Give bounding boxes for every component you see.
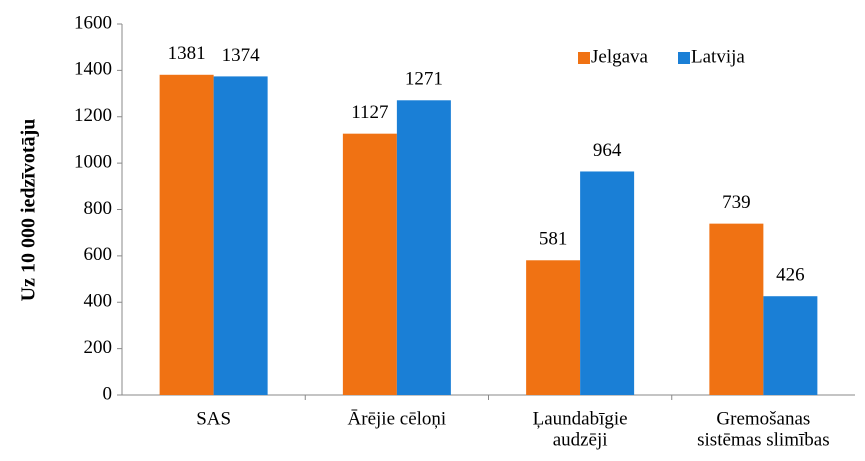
y-tick-label: 1400: [74, 59, 112, 80]
bar: [342, 133, 397, 395]
value-label: 1271: [405, 69, 443, 90]
y-tick-label: 400: [84, 291, 113, 312]
value-label: 1127: [351, 102, 388, 123]
y-tick-label: 1200: [74, 105, 112, 126]
legend-label: Latvija: [691, 46, 745, 67]
bar: [526, 260, 581, 395]
value-label: 1381: [168, 43, 206, 64]
value-label: 1374: [222, 45, 261, 66]
value-label: 964: [593, 140, 622, 161]
y-tick-label: 200: [84, 337, 113, 358]
x-tick-label: Gremošanas: [716, 408, 810, 429]
x-tick-label: Ārējie cēloņi: [348, 408, 447, 429]
bar: [396, 100, 451, 396]
x-tick-label: sistēmas slimības: [697, 429, 829, 450]
bar: [709, 223, 764, 395]
bar: [213, 76, 268, 395]
x-tick-label: audzēji: [553, 429, 608, 450]
legend-swatch: [578, 52, 590, 64]
y-tick-label: 1000: [74, 151, 112, 172]
legend-label: Jelgava: [591, 46, 649, 67]
x-tick-label: SAS: [196, 408, 231, 429]
value-label: 426: [776, 265, 805, 286]
legend-swatch: [678, 52, 690, 64]
value-label: 581: [539, 229, 568, 250]
bar: [159, 74, 214, 395]
y-tick-label: 1600: [74, 12, 112, 33]
y-tick-label: 800: [84, 198, 113, 219]
y-axis-label: Uz 10 000 iedzīvotāju: [18, 119, 40, 302]
x-tick-label: Ļaundabīgie: [533, 408, 628, 429]
bar: [763, 296, 818, 395]
y-tick-label: 600: [84, 244, 113, 265]
y-tick-label: 0: [103, 383, 113, 404]
value-label: 739: [722, 192, 751, 213]
bar: [580, 171, 635, 395]
